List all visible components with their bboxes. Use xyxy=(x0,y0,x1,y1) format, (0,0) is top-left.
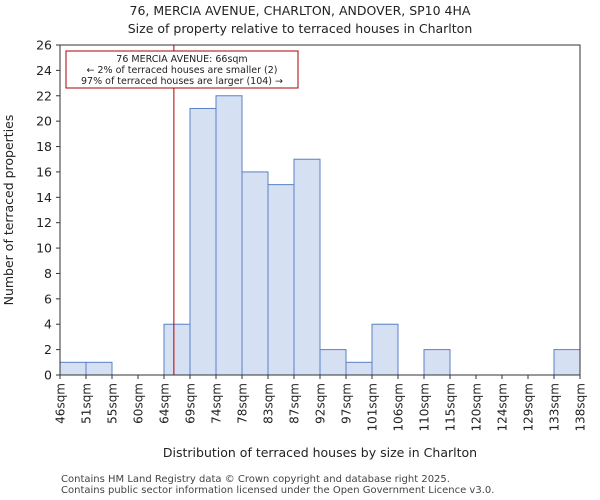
y-tick-label: 10 xyxy=(36,241,52,256)
footer-line-2: Contains public sector information licen… xyxy=(61,485,495,496)
x-tick-label: 74sqm xyxy=(210,383,224,424)
histogram-bar xyxy=(371,323,399,376)
x-tick-label: 92sqm xyxy=(314,383,328,424)
x-tick-label: 55sqm xyxy=(106,383,120,424)
x-tick-label: 129sqm xyxy=(522,383,536,431)
x-tick-label: 51sqm xyxy=(80,383,94,424)
y-tick-label: 6 xyxy=(44,291,52,306)
y-tick-label: 0 xyxy=(44,368,52,383)
y-tick-label: 12 xyxy=(36,215,52,230)
x-tick-label: 120sqm xyxy=(470,383,484,431)
histogram-bar xyxy=(293,158,321,376)
x-tick-label: 97sqm xyxy=(340,383,354,424)
chart-title: 76, MERCIA AVENUE, CHARLTON, ANDOVER, SP… xyxy=(129,3,471,18)
histogram-bar xyxy=(189,107,217,376)
histogram-bar xyxy=(59,361,87,376)
y-tick-label: 22 xyxy=(36,88,52,103)
annotation-text: ← 2% of terraced houses are smaller (2) xyxy=(87,65,278,76)
histogram-bar xyxy=(215,95,243,376)
x-tick-label: 78sqm xyxy=(236,383,250,424)
y-tick-label: 2 xyxy=(44,342,52,357)
x-tick-label: 124sqm xyxy=(496,383,510,431)
x-tick-label: 64sqm xyxy=(158,383,172,424)
y-tick-label: 24 xyxy=(36,63,52,78)
y-tick-label: 18 xyxy=(36,139,52,154)
annotation-text: 76 MERCIA AVENUE: 66sqm xyxy=(116,54,247,65)
histogram-bar xyxy=(267,184,295,376)
histogram-bar xyxy=(423,349,451,376)
y-tick-label: 16 xyxy=(36,164,52,179)
x-tick-label: 60sqm xyxy=(132,383,146,424)
y-axis-label: Number of terraced properties xyxy=(1,115,16,306)
x-tick-label: 133sqm xyxy=(548,383,562,431)
y-tick-label: 20 xyxy=(36,114,52,129)
x-tick-label: 110sqm xyxy=(418,383,432,431)
chart-subtitle: Size of property relative to terraced ho… xyxy=(127,21,473,36)
x-tick-label: 46sqm xyxy=(54,383,68,424)
histogram-bar xyxy=(345,361,373,376)
x-tick-label: 87sqm xyxy=(288,383,302,424)
histogram-bar xyxy=(319,349,347,376)
y-tick-label: 26 xyxy=(36,38,52,53)
annotation-text: 97% of terraced houses are larger (104) … xyxy=(81,76,283,87)
x-tick-label: 115sqm xyxy=(444,383,458,431)
histogram-bar xyxy=(241,171,269,376)
y-tick-label: 4 xyxy=(44,317,52,332)
annotation-box xyxy=(65,50,299,89)
footer-line-1: Contains HM Land Registry data © Crown c… xyxy=(61,474,450,485)
x-tick-label: 138sqm xyxy=(574,383,588,431)
histogram-bar xyxy=(553,349,581,376)
x-tick-label: 101sqm xyxy=(366,383,380,431)
y-tick-label: 14 xyxy=(36,190,52,205)
y-tick-label: 8 xyxy=(44,266,52,281)
x-tick-label: 69sqm xyxy=(184,383,198,424)
x-axis-label: Distribution of terraced houses by size … xyxy=(163,445,477,460)
histogram-bar xyxy=(163,323,191,376)
x-tick-label: 83sqm xyxy=(262,383,276,424)
x-tick-label: 106sqm xyxy=(392,383,406,431)
histogram-bar xyxy=(85,361,113,376)
